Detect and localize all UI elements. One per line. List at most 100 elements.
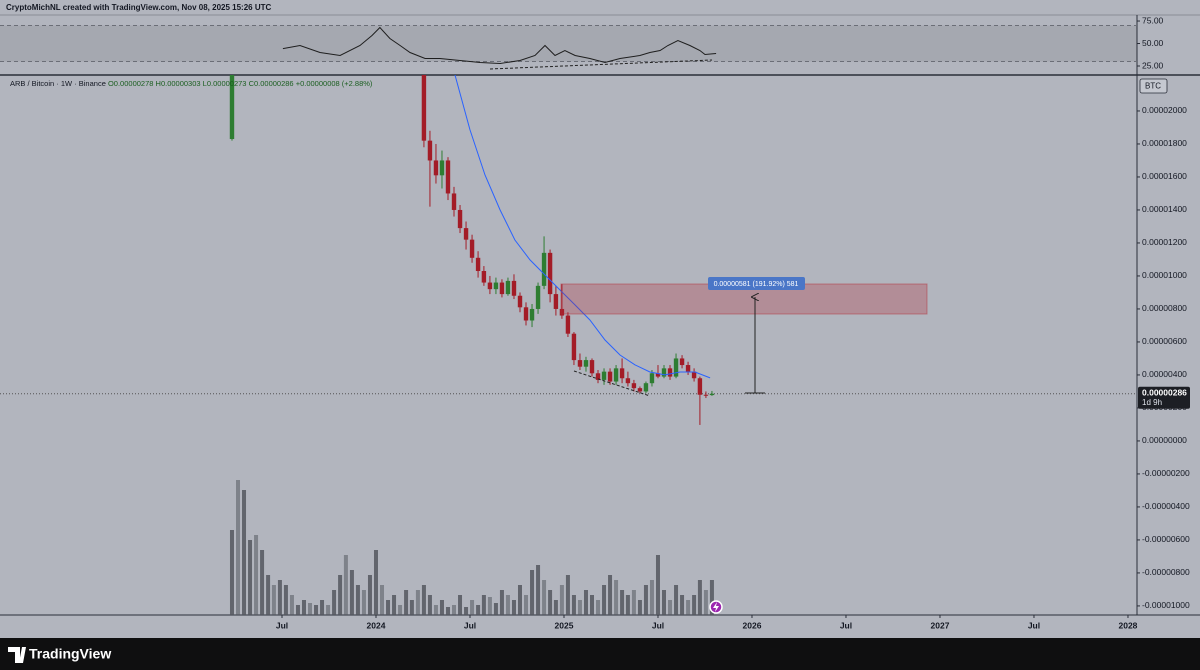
candle-body bbox=[613, 368, 619, 382]
volume-bar bbox=[458, 595, 463, 615]
volume-bar bbox=[421, 585, 426, 615]
volume-bar bbox=[643, 585, 648, 615]
candle-body bbox=[481, 271, 487, 283]
candle-body bbox=[571, 333, 577, 361]
rsi-tick-label: 50.00 bbox=[1142, 38, 1164, 48]
candle-body bbox=[511, 280, 517, 296]
y-tick-label: -0.00000600 bbox=[1142, 534, 1190, 544]
candle-body bbox=[547, 252, 553, 295]
x-tick-label: 2025 bbox=[555, 620, 574, 630]
volume-bar bbox=[314, 605, 319, 615]
x-tick-label: 2026 bbox=[743, 620, 762, 630]
volume-bar bbox=[260, 550, 265, 615]
candle-body bbox=[541, 252, 547, 286]
y-tick-label: 0.00001000 bbox=[1142, 270, 1187, 280]
legend-open: O0.00000278 bbox=[108, 79, 153, 88]
volume-bar bbox=[308, 603, 313, 615]
volume-bar bbox=[553, 600, 558, 615]
candle-body bbox=[553, 294, 559, 309]
volume-bar bbox=[320, 600, 325, 615]
legend-symbol: ARB / Bitcoin · 1W · Binance bbox=[10, 79, 106, 88]
volume-bar bbox=[229, 530, 234, 615]
volume-bar bbox=[637, 600, 642, 615]
volume-bar bbox=[295, 605, 300, 615]
volume-bar bbox=[470, 600, 475, 615]
support-line bbox=[573, 370, 651, 397]
last-price-box bbox=[1138, 386, 1190, 409]
candle-body bbox=[709, 393, 715, 396]
volume-bar bbox=[583, 590, 588, 615]
brand: TradingView bbox=[29, 646, 111, 662]
candle-body bbox=[517, 295, 523, 308]
candle-body bbox=[595, 373, 601, 380]
volume-bar bbox=[452, 605, 457, 615]
candle-body bbox=[655, 373, 661, 377]
volume-bar bbox=[409, 600, 414, 615]
x-tick-label: Jul bbox=[840, 620, 852, 630]
volume-bar bbox=[517, 585, 522, 615]
candle-body bbox=[559, 308, 565, 316]
volume-bar bbox=[571, 595, 576, 615]
volume-bar bbox=[589, 595, 594, 615]
candle-body bbox=[607, 371, 613, 382]
candle-body bbox=[433, 160, 439, 176]
volume-bar bbox=[415, 590, 420, 615]
candle-body bbox=[505, 280, 511, 295]
candle-body bbox=[601, 371, 607, 380]
volume-bar bbox=[271, 585, 276, 615]
rsi-pane bbox=[0, 25, 1137, 65]
candle-body bbox=[493, 282, 499, 290]
volume-bar bbox=[655, 555, 660, 615]
volume-bar bbox=[433, 605, 438, 615]
volume-bar bbox=[499, 590, 504, 615]
rsi-line bbox=[282, 26, 717, 65]
candle-body bbox=[475, 257, 481, 272]
volume-bar bbox=[680, 595, 685, 615]
volume-bar bbox=[439, 600, 444, 615]
volume-bar bbox=[404, 590, 409, 615]
volume-bar bbox=[338, 575, 343, 615]
volume-bar bbox=[674, 585, 679, 615]
volume-bar bbox=[367, 575, 372, 615]
y-tick-label: -0.00000800 bbox=[1142, 567, 1190, 577]
candle-body bbox=[523, 307, 529, 321]
volume-bar bbox=[427, 595, 432, 615]
candle-body bbox=[685, 365, 691, 372]
volume-bar bbox=[692, 595, 697, 615]
legend-low: L0.00000273 bbox=[203, 79, 247, 88]
volume-bar bbox=[380, 585, 385, 615]
volume-bar bbox=[386, 600, 391, 615]
currency-box bbox=[1139, 78, 1168, 94]
candle-body bbox=[661, 368, 667, 377]
volume-bar bbox=[511, 600, 516, 615]
volume-bar bbox=[355, 585, 360, 615]
candle-body bbox=[487, 282, 493, 290]
candle-body bbox=[673, 358, 679, 377]
x-tick-label: Jul bbox=[464, 620, 476, 630]
volume-bar bbox=[559, 585, 564, 615]
candle-body bbox=[667, 368, 673, 377]
y-tick-label: -0.00000200 bbox=[1142, 468, 1190, 478]
y-tick-label: 0.00001800 bbox=[1142, 138, 1187, 148]
candle-body bbox=[637, 388, 643, 392]
candle-body bbox=[535, 285, 541, 309]
candle-body bbox=[421, 75, 427, 141]
volume-bar bbox=[445, 607, 450, 615]
x-tick-label: Jul bbox=[1028, 620, 1040, 630]
volume-bar bbox=[343, 555, 348, 615]
volume-bar bbox=[703, 590, 708, 615]
x-tick-label: 2028 bbox=[1119, 620, 1138, 630]
candle-body bbox=[631, 383, 637, 389]
volume-bar bbox=[398, 605, 403, 615]
x-tick-label: Jul bbox=[276, 620, 288, 630]
volume-bar bbox=[283, 585, 288, 615]
legend-close: C0.00000286 bbox=[249, 79, 294, 88]
candle-body bbox=[499, 282, 505, 295]
volume-bar bbox=[668, 600, 673, 615]
y-tick-label: 0.00001600 bbox=[1142, 171, 1187, 181]
y-tick-label: 0.00001400 bbox=[1142, 204, 1187, 214]
volume-bar bbox=[596, 600, 601, 615]
volume-bar bbox=[530, 570, 535, 615]
legend: ARB / Bitcoin · 1W · Binance O0.00000278… bbox=[10, 79, 373, 88]
